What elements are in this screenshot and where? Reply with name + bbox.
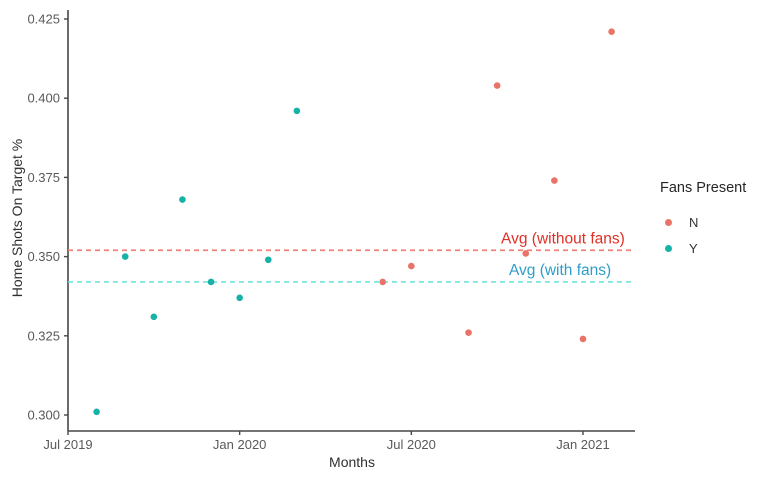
y-tick-label: 0.425	[27, 12, 60, 27]
x-axis-title: Months	[329, 454, 375, 470]
x-tick-label: Jan 2021	[556, 437, 610, 452]
data-point-y	[236, 294, 243, 302]
x-tick-label: Jan 2020	[213, 437, 267, 452]
data-point-n	[408, 262, 415, 270]
data-point-y	[93, 408, 100, 416]
data-point-y	[121, 253, 129, 260]
data-point-y	[179, 196, 186, 203]
legend-dot-n	[665, 218, 672, 226]
x-tick-label: Jul 2019	[43, 437, 92, 452]
data-point-y	[207, 278, 215, 286]
legend-item-y: Y	[660, 235, 765, 261]
x-tick-label: Jul 2020	[387, 437, 436, 452]
data-point-n	[465, 329, 472, 336]
data-point-n	[379, 278, 387, 286]
data-point-y	[293, 107, 301, 115]
data-point-n	[522, 250, 530, 257]
data-point-n	[551, 177, 558, 184]
avg-with-fans-label: Avg (with fans)	[509, 262, 611, 279]
legend-label-y: Y	[689, 240, 698, 256]
data-point-y	[264, 256, 272, 264]
y-tick-label: 0.325	[27, 328, 60, 343]
data-point-y	[150, 313, 158, 321]
y-tick-label: 0.350	[27, 249, 60, 264]
legend-dot-y	[665, 244, 672, 252]
data-point-n	[493, 82, 501, 89]
y-tick-label: 0.375	[27, 170, 60, 185]
y-axis-title: Home Shots On Target %	[9, 138, 25, 298]
avg-without-fans-label: Avg (without fans)	[501, 230, 625, 247]
data-point-n	[579, 335, 587, 343]
legend-label-n: N	[689, 214, 699, 230]
legend-title: Fans Present	[660, 180, 747, 196]
data-point-n	[608, 28, 615, 35]
legend-item-n: N	[660, 209, 765, 235]
y-tick-label: 0.300	[27, 408, 60, 423]
y-tick-label: 0.400	[27, 91, 60, 106]
legend: Fans Present N Y	[660, 180, 765, 261]
